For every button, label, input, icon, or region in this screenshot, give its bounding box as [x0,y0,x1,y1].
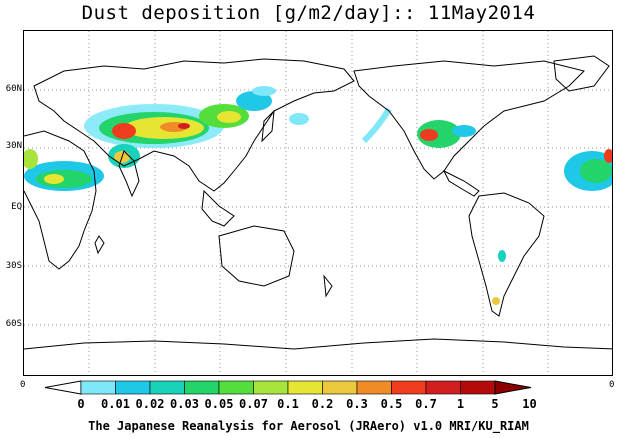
footer-credit: The Japanese Reanalysis for Aerosol (JRA… [88,419,529,433]
colorbar-swatch [80,380,116,395]
colorbar-swatch [391,380,427,395]
dust-patch-africa [24,149,38,169]
coastline-africa [24,130,97,270]
dust-patch-asia [236,91,272,111]
colorbar-tick-label: 5 [491,397,499,411]
world-map [24,31,612,375]
colorbar-tick-label: 0.01 [101,397,130,411]
dust-patch-atlantic [604,149,612,163]
coastline-japan [261,109,275,143]
lon-label-right: 0 [609,380,615,390]
coastline-australia [218,225,295,287]
dust-patch-pacific [289,113,309,125]
colorbar-swatch [115,380,151,395]
dust-patch-africa [44,174,64,184]
colorbar-tick-label: 0.02 [135,397,165,411]
colorbar-bar [44,380,532,395]
colorbar-swatch [218,380,254,395]
coastline-greenland [553,55,610,92]
dust-shading [24,86,612,305]
dust-patch-patagonia [492,297,500,305]
lat-label-eq: EQ [11,202,22,212]
dust-patch-asia [217,111,241,123]
map-title: Dust deposition [g/m2/day]:: 11May2014 [81,2,536,24]
coastlines [24,55,612,350]
colorbar-tick-label: 0.05 [204,397,234,411]
coastline-india [118,150,140,198]
colorbar-swatch [149,380,185,395]
colorbar-arrow-min [44,380,82,395]
colorbar-tick-label: 0.2 [311,397,334,411]
map-panel [23,30,613,376]
colorbar-tick-label: 0.07 [239,397,268,411]
lon-label-left: 0 [20,380,26,390]
lat-label-30s: 30S [5,261,22,271]
colorbar-swatch [322,380,358,395]
colorbar-arrow-max [494,380,532,395]
coastline-eurasia [33,58,355,192]
coastline-central-america [442,169,480,197]
dust-streak-pacific [361,107,392,144]
colorbar-tick-label: 0.1 [277,397,299,411]
colorbar-swatch [287,380,323,395]
coastline-south-america [468,192,545,317]
dust-patch-atlantic [580,159,612,183]
colorbar-tick-label: 0.5 [380,397,403,411]
lat-label-60s: 60S [5,319,22,329]
coastline-madagascar [94,235,105,255]
colorbar-tick-label: 1 [456,397,465,411]
dust-patch-namerica [417,120,461,148]
lat-label-30n: 30N [5,141,22,151]
colorbar-tick-label: 0.3 [346,397,368,411]
colorbar-tick-label: 0.7 [415,397,437,411]
coastline-se-asia [201,189,235,227]
colorbar-swatch [460,380,496,395]
dust-patch-namerica [420,129,438,141]
dust-patch-namerica [452,125,476,137]
dust-patch-asia [178,123,190,129]
colorbar-tick-label: 0 [77,397,85,411]
colorbar-tick-label: 10 [522,397,537,411]
colorbar-tick-label: 0.03 [170,397,199,411]
coastline-antarctica [24,338,612,350]
colorbar-swatch [356,380,392,395]
colorbar: 0 0.01 0.02 0.03 0.05 0.07 0.1 0.2 0.3 0.5 0.7 1 5 10 [44,380,605,420]
dust-patch-safrica [252,86,276,96]
lat-label-60n: 60N [5,84,22,94]
dust-patch-patagonia [498,250,506,262]
coastline-new-zealand [323,274,333,298]
colorbar-swatch [253,380,289,395]
lon-grid [88,31,549,375]
coastline-north-america [353,60,585,180]
dust-patch-asia [112,123,136,139]
colorbar-swatch [425,380,461,395]
colorbar-swatch [184,380,220,395]
